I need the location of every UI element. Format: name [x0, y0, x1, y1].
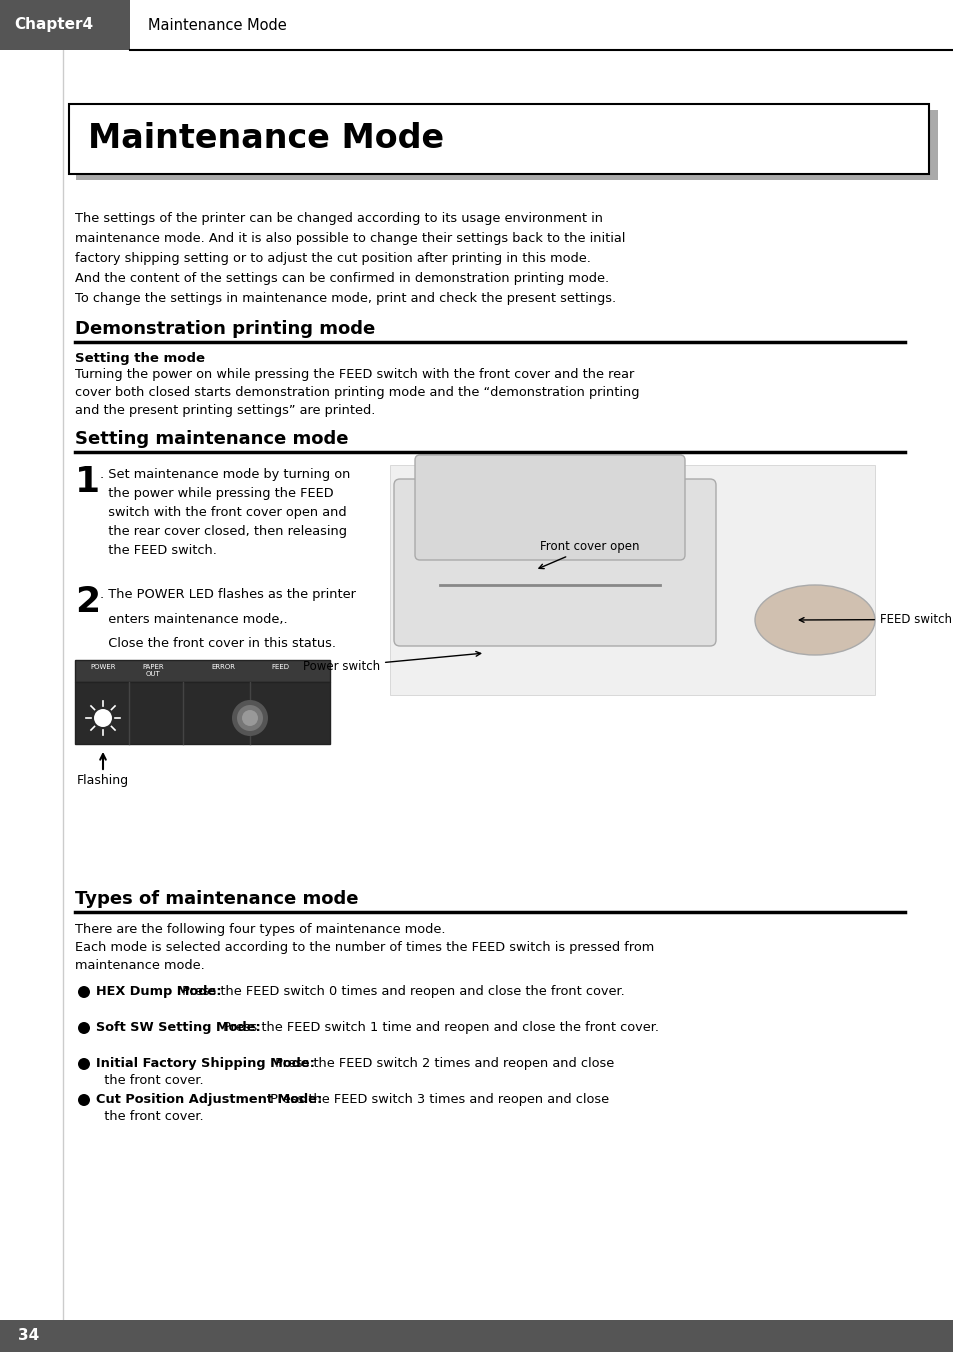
Text: 34: 34	[18, 1329, 39, 1344]
Text: 2: 2	[75, 585, 100, 619]
Text: Press the FEED switch 0 times and reopen and close the front cover.: Press the FEED switch 0 times and reopen…	[177, 986, 624, 998]
Text: maintenance mode.: maintenance mode.	[75, 959, 205, 972]
Bar	[69, 104, 928, 174]
Bar	[75, 660, 330, 681]
Text: Close the front cover in this status.: Close the front cover in this status.	[100, 637, 335, 650]
Text: maintenance mode. And it is also possible to change their settings back to the i: maintenance mode. And it is also possibl…	[75, 233, 625, 245]
FancyBboxPatch shape	[394, 479, 716, 646]
Text: 1: 1	[75, 465, 100, 499]
Text: Setting maintenance mode: Setting maintenance mode	[75, 430, 348, 448]
Text: . Set maintenance mode by turning on: . Set maintenance mode by turning on	[100, 468, 350, 481]
Text: FEED switch: FEED switch	[799, 612, 951, 626]
Text: Power switch: Power switch	[302, 652, 480, 673]
Text: Setting the mode: Setting the mode	[75, 352, 205, 365]
Text: Demonstration printing mode: Demonstration printing mode	[75, 320, 375, 338]
Text: Initial Factory Shipping Mode:: Initial Factory Shipping Mode:	[96, 1057, 314, 1069]
Text: Chapter4: Chapter4	[14, 18, 93, 32]
Text: cover both closed starts demonstration printing mode and the “demonstration prin: cover both closed starts demonstration p…	[75, 387, 639, 399]
Circle shape	[236, 704, 263, 731]
Text: Maintenance Mode: Maintenance Mode	[88, 123, 444, 155]
Text: the power while pressing the FEED: the power while pressing the FEED	[100, 487, 334, 500]
Text: Press the FEED switch 1 time and reopen and close the front cover.: Press the FEED switch 1 time and reopen …	[218, 1021, 659, 1034]
Text: Cut Position Adjustment Mode:: Cut Position Adjustment Mode:	[96, 1092, 322, 1106]
Text: and the present printing settings” are printed.: and the present printing settings” are p…	[75, 404, 375, 416]
Text: the rear cover closed, then releasing: the rear cover closed, then releasing	[100, 525, 347, 538]
Circle shape	[78, 1022, 90, 1034]
Text: Turning the power on while pressing the FEED switch with the front cover and the: Turning the power on while pressing the …	[75, 368, 634, 381]
Text: ERROR: ERROR	[211, 664, 234, 671]
Circle shape	[78, 1059, 90, 1069]
Text: . The POWER LED flashes as the printer: . The POWER LED flashes as the printer	[100, 588, 355, 602]
Circle shape	[94, 708, 112, 727]
Circle shape	[242, 710, 257, 726]
Text: Press the FEED switch 3 times and reopen and close: Press the FEED switch 3 times and reopen…	[265, 1092, 608, 1106]
Text: the front cover.: the front cover.	[96, 1110, 203, 1124]
Circle shape	[78, 986, 90, 998]
Text: Each mode is selected according to the number of times the FEED switch is presse: Each mode is selected according to the n…	[75, 941, 654, 955]
Circle shape	[78, 1094, 90, 1106]
Text: To change the settings in maintenance mode, print and check the present settings: To change the settings in maintenance mo…	[75, 292, 616, 306]
Bar	[130, 0, 953, 50]
Bar	[390, 465, 874, 695]
Text: Soft SW Setting Mode:: Soft SW Setting Mode:	[96, 1021, 260, 1034]
Text: enters maintenance mode,.: enters maintenance mode,.	[100, 612, 287, 626]
Text: HEX Dump Mode:: HEX Dump Mode:	[96, 986, 221, 998]
FancyBboxPatch shape	[415, 456, 684, 560]
Text: Maintenance Mode: Maintenance Mode	[148, 18, 287, 32]
Text: The settings of the printer can be changed according to its usage environment in: The settings of the printer can be chang…	[75, 212, 602, 224]
Text: Types of maintenance mode: Types of maintenance mode	[75, 890, 358, 909]
Text: FEED: FEED	[271, 664, 289, 671]
Bar	[75, 681, 330, 744]
Text: Press the FEED switch 2 times and reopen and close: Press the FEED switch 2 times and reopen…	[272, 1057, 614, 1069]
Ellipse shape	[754, 585, 874, 654]
Text: Flashing: Flashing	[77, 773, 129, 787]
Text: the FEED switch.: the FEED switch.	[100, 544, 216, 557]
Circle shape	[232, 700, 268, 735]
Text: POWER: POWER	[91, 664, 115, 671]
Text: PAPER
OUT: PAPER OUT	[142, 664, 164, 677]
Text: switch with the front cover open and: switch with the front cover open and	[100, 506, 346, 519]
Text: And the content of the settings can be confirmed in demonstration printing mode.: And the content of the settings can be c…	[75, 272, 608, 285]
Text: There are the following four types of maintenance mode.: There are the following four types of ma…	[75, 923, 445, 936]
Bar	[0, 0, 953, 50]
Text: factory shipping setting or to adjust the cut position after printing in this mo: factory shipping setting or to adjust th…	[75, 251, 590, 265]
Bar	[0, 1320, 953, 1352]
Text: the front cover.: the front cover.	[96, 1073, 203, 1087]
Bar	[76, 110, 937, 180]
Text: Front cover open: Front cover open	[538, 539, 639, 569]
